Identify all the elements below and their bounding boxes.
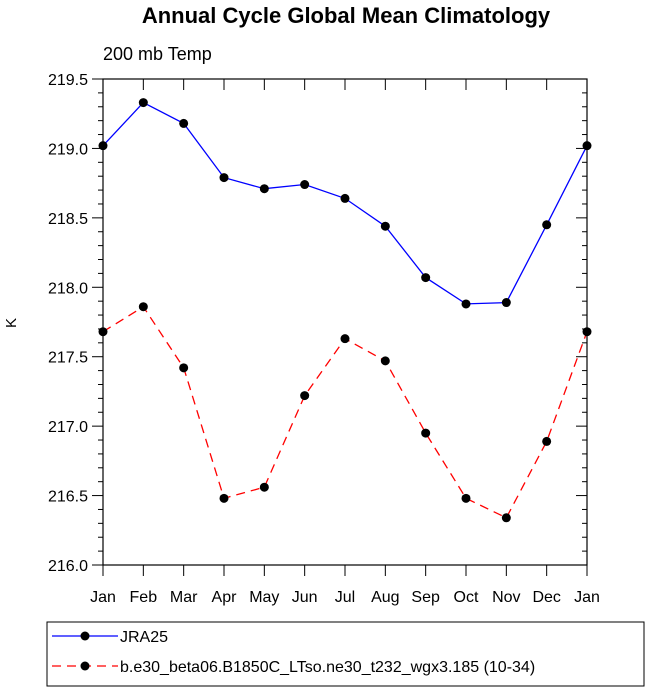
series-0-point <box>501 298 511 308</box>
x-tick-label: Jul <box>335 589 355 606</box>
series-1-point <box>219 493 229 503</box>
x-tick-label: Oct <box>454 589 479 606</box>
x-tick-label: Mar <box>170 589 198 606</box>
x-tick-label: Aug <box>371 589 399 606</box>
x-tick-label: Jun <box>292 589 318 606</box>
legend-marker-model <box>80 661 90 671</box>
series-0-point <box>421 273 431 283</box>
legend-label-jra25: JRA25 <box>120 629 168 646</box>
series-1-point <box>461 493 471 503</box>
x-tick-label: Apr <box>212 589 238 606</box>
legend-box <box>46 621 645 687</box>
series-0-point <box>542 220 552 230</box>
x-tick-label: Feb <box>130 589 158 606</box>
legend-label-model: b.e30_beta06.B1850C_LTso.ne30_t232_wgx3.… <box>120 659 535 676</box>
y-tick-label: 217.5 <box>48 350 88 367</box>
series-1-point <box>259 482 269 492</box>
x-tick-label: Nov <box>492 589 520 606</box>
x-tick-labels: Jan Feb Mar Apr May Jun Jul Aug Sep Oct Nov Dec Jan <box>90 589 600 606</box>
series-1-point <box>421 428 431 438</box>
chart-title: Annual Cycle Global Mean Climatology <box>142 3 551 28</box>
series-1-point <box>542 436 552 446</box>
series-0-point <box>461 299 471 309</box>
series-1-point <box>380 356 390 366</box>
x-tick-label: Sep <box>411 589 440 606</box>
y-tick-label: 218.5 <box>48 211 88 228</box>
y-tick-label: 219.5 <box>48 72 88 89</box>
y-tick-label: 216.0 <box>48 558 88 575</box>
x-tick-label: Jan <box>90 589 116 606</box>
chart-subtitle: 200 mb Temp <box>103 44 212 64</box>
y-tick-labels: 216.0 216.5 217.0 217.5 218.0 218.5 219.0 219.5 <box>48 72 88 575</box>
series-0-point <box>380 221 390 231</box>
series-0-point <box>259 184 269 194</box>
series-0-point <box>300 180 310 190</box>
series-1-point <box>300 391 310 401</box>
y-axis-label: K <box>3 318 20 328</box>
series-0-point <box>179 118 189 128</box>
series-0-point <box>138 98 148 108</box>
plot-frame <box>102 78 588 566</box>
series-0-point <box>340 193 350 203</box>
series-0-point <box>219 173 229 183</box>
x-tick-label: Dec <box>532 589 560 606</box>
series-line-0 <box>102 101 588 305</box>
series-layer <box>98 98 592 523</box>
y-tick-label: 217.0 <box>48 419 88 436</box>
y-tick-label: 218.0 <box>48 280 88 297</box>
y-tick-label: 219.0 <box>48 141 88 158</box>
series-1-point <box>179 363 189 373</box>
axis-ticks <box>92 78 588 576</box>
legend: JRA25 b.e30_beta06.B1850C_LTso.ne30_t232… <box>46 621 645 687</box>
x-tick-label: Jan <box>574 589 600 606</box>
series-1-point <box>340 334 350 344</box>
series-1-point <box>501 513 511 523</box>
y-tick-label: 216.5 <box>48 489 88 506</box>
x-tick-label: May <box>249 589 279 606</box>
series-1-point <box>138 302 148 312</box>
legend-marker-jra25 <box>80 631 90 641</box>
